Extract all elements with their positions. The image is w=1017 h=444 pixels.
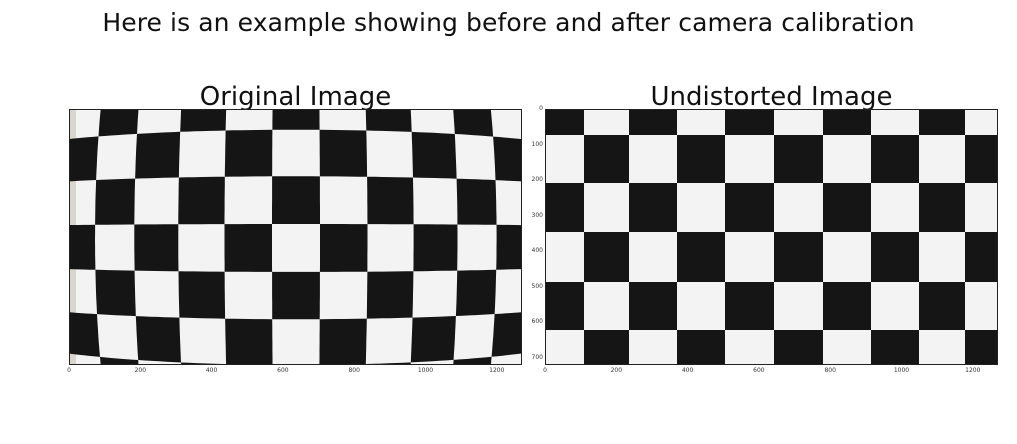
checker-square: [135, 316, 181, 363]
checker-square: [774, 135, 823, 183]
x-tick-label: 1200: [489, 367, 505, 374]
checker-square: [871, 135, 919, 183]
checker-square: [224, 129, 273, 177]
x-tick-label: 600: [753, 367, 765, 374]
checker-square: [496, 224, 521, 270]
checker-square: [546, 183, 584, 232]
undistorted-checkerboard-image: [546, 110, 997, 364]
checker-square: [774, 232, 823, 282]
x-tick-label: 1000: [893, 367, 910, 374]
original-image-title: Original Image: [199, 82, 392, 112]
checker-square: [493, 136, 521, 182]
y-tick-label: 100: [531, 140, 543, 148]
checker-square: [319, 129, 368, 177]
checker-square: [584, 232, 629, 282]
checker-square: [135, 131, 181, 179]
y-tick-label: 0: [539, 105, 543, 112]
figure-title: Here is an example showing before and af…: [102, 8, 915, 37]
checker-square: [181, 362, 223, 364]
checker-square: [456, 178, 497, 225]
checker-square: [919, 282, 965, 330]
checker-square: [919, 110, 965, 135]
checker-square: [629, 282, 677, 330]
checker-square: [70, 224, 96, 270]
checker-square: [584, 330, 629, 364]
checker-square: [95, 178, 136, 225]
checker-square: [629, 183, 677, 232]
x-tick-label: 200: [610, 367, 623, 374]
checker-square: [725, 282, 774, 330]
checker-square: [367, 176, 414, 225]
checker-square: [677, 135, 725, 183]
checker-square: [178, 271, 226, 319]
checker-square: [225, 318, 273, 364]
checker-square: [178, 176, 225, 225]
checker-square: [224, 224, 273, 272]
checker-square: [677, 232, 725, 282]
checker-square: [413, 224, 458, 272]
checker-square: [453, 356, 492, 364]
checker-square: [70, 312, 100, 357]
original-checkerboard-image: [70, 110, 521, 364]
y-tick-label: 300: [531, 211, 543, 219]
x-tick-label: 0: [543, 367, 547, 374]
y-tick-label: 500: [531, 282, 543, 290]
checker-square: [491, 312, 521, 357]
checker-square: [965, 330, 997, 364]
checker-square: [965, 135, 997, 183]
checker-square: [965, 232, 997, 282]
checker-square: [823, 282, 871, 330]
checker-square: [546, 282, 584, 330]
checker-square: [725, 183, 774, 232]
x-tick-label: 800: [348, 367, 360, 374]
y-tick-label: 700: [531, 353, 543, 361]
x-tick-label: 1000: [417, 367, 434, 374]
x-tick-label: 600: [277, 367, 289, 374]
x-tick-label: 400: [205, 367, 218, 374]
checker-square: [584, 135, 629, 183]
undistorted-image-axes: [545, 109, 998, 365]
checker-square: [272, 176, 320, 224]
checker-square: [453, 110, 494, 137]
checker-square: [319, 224, 368, 272]
checker-square: [272, 110, 320, 130]
original-image-axes: [69, 109, 522, 365]
checker-square: [365, 362, 411, 364]
x-tick-label: 1200: [965, 367, 981, 374]
checker-square: [455, 269, 497, 316]
checker-square: [95, 269, 136, 317]
checker-square: [725, 110, 774, 135]
checker-square: [98, 110, 139, 137]
checker-square: [134, 224, 179, 272]
checker-square: [629, 110, 677, 135]
x-tick-label: 400: [681, 367, 694, 374]
original-image-panel: Original Image 0 200 400 600 800 1000 1200: [67, 80, 522, 380]
undistorted-image-title: Undistorted Image: [650, 82, 893, 112]
checker-square: [677, 330, 725, 364]
checker-square: [546, 110, 584, 135]
checker-square: [823, 110, 871, 135]
x-tick-label: 0: [67, 367, 71, 374]
checker-square: [919, 183, 965, 232]
checker-square: [365, 110, 412, 132]
y-tick-label: 200: [531, 176, 543, 183]
checker-square: [180, 110, 227, 132]
checker-square: [410, 316, 456, 363]
checker-square: [100, 356, 139, 364]
checker-square: [871, 232, 919, 282]
x-tick-label: 200: [134, 367, 147, 374]
checker-square: [272, 271, 320, 320]
checker-square: [774, 330, 823, 364]
checker-square: [70, 136, 99, 182]
checker-square: [366, 271, 414, 319]
checker-square: [871, 330, 919, 364]
undistorted-image-panel: Undistorted Image 0 200 400 600 800 1000 1200 …: [532, 80, 998, 380]
y-tick-label: 600: [531, 318, 543, 325]
y-tick-label: 400: [531, 247, 543, 254]
checker-square: [411, 131, 457, 179]
x-tick-label: 800: [824, 367, 836, 374]
checker-square: [319, 318, 367, 364]
checker-square: [823, 183, 871, 232]
